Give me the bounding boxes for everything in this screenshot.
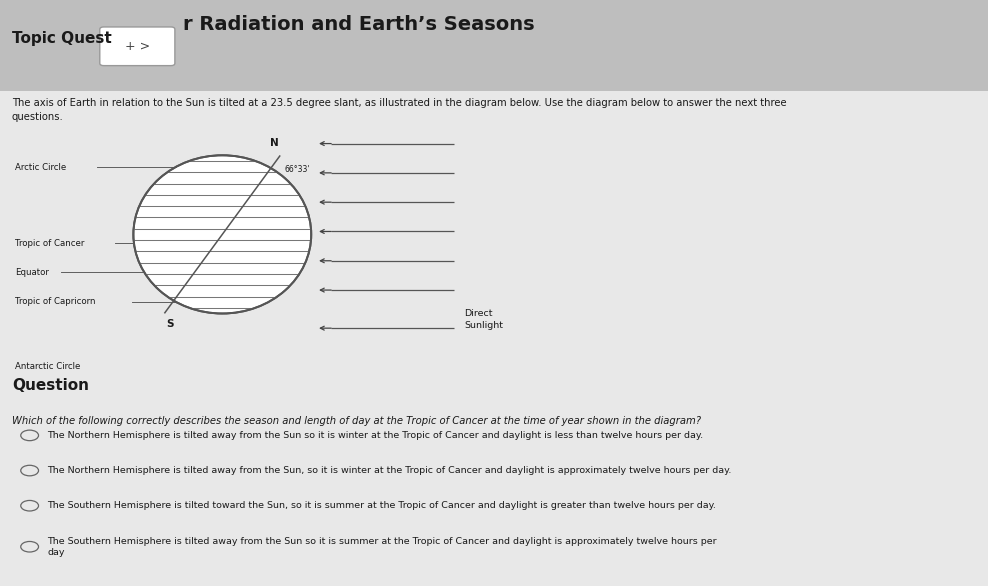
Text: Tropic of Cancer: Tropic of Cancer <box>15 239 84 248</box>
Text: The Southern Hemisphere is tilted toward the Sun, so it is summer at the Tropic : The Southern Hemisphere is tilted toward… <box>47 501 716 510</box>
Text: N: N <box>271 138 280 148</box>
Text: Direct
Sunlight: Direct Sunlight <box>464 309 503 330</box>
FancyBboxPatch shape <box>100 27 175 66</box>
Bar <box>0 91 988 586</box>
Text: Equator: Equator <box>15 268 48 277</box>
Text: Which of the following correctly describes the season and length of day at the T: Which of the following correctly describ… <box>12 416 700 426</box>
Text: Topic Quest: Topic Quest <box>12 30 112 46</box>
Text: Antarctic Circle: Antarctic Circle <box>15 362 80 371</box>
Bar <box>0 0 988 91</box>
Text: Tropic of Capricorn: Tropic of Capricorn <box>15 297 95 306</box>
Text: Question: Question <box>12 378 89 393</box>
Text: r Radiation and Earth’s Seasons: r Radiation and Earth’s Seasons <box>183 15 535 34</box>
Text: 66°33': 66°33' <box>285 165 310 174</box>
Text: Arctic Circle: Arctic Circle <box>15 162 66 172</box>
Text: The Southern Hemisphere is tilted away from the Sun so it is summer at the Tropi: The Southern Hemisphere is tilted away f… <box>47 537 717 557</box>
Text: The axis of Earth in relation to the Sun is tilted at a 23.5 degree slant, as il: The axis of Earth in relation to the Sun… <box>12 98 786 122</box>
Text: + >: + > <box>124 40 150 53</box>
Text: The Northern Hemisphere is tilted away from the Sun so it is winter at the Tropi: The Northern Hemisphere is tilted away f… <box>47 431 703 440</box>
Ellipse shape <box>133 155 311 314</box>
Text: The Northern Hemisphere is tilted away from the Sun, so it is winter at the Trop: The Northern Hemisphere is tilted away f… <box>47 466 732 475</box>
Text: S: S <box>166 319 174 329</box>
